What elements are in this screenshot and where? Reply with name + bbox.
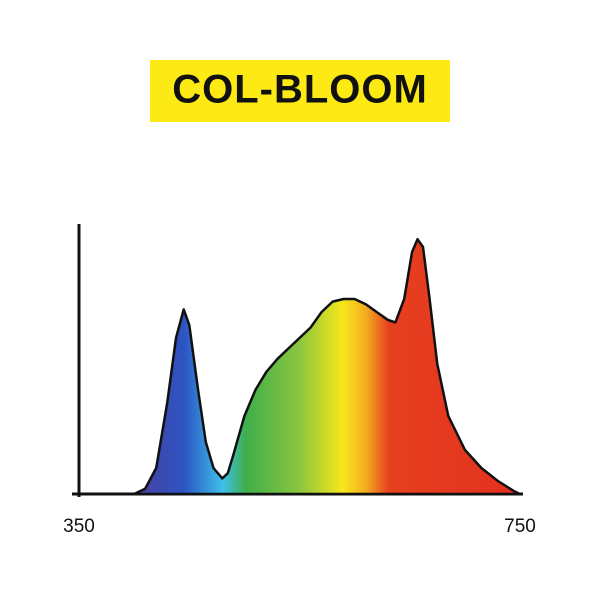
spectrum-area <box>132 237 522 496</box>
chart-title: COL-BLOOM <box>172 68 428 112</box>
title-banner <box>150 60 450 122</box>
x-tick-label: 350 <box>63 516 95 537</box>
x-tick-label: 750 <box>504 516 536 537</box>
